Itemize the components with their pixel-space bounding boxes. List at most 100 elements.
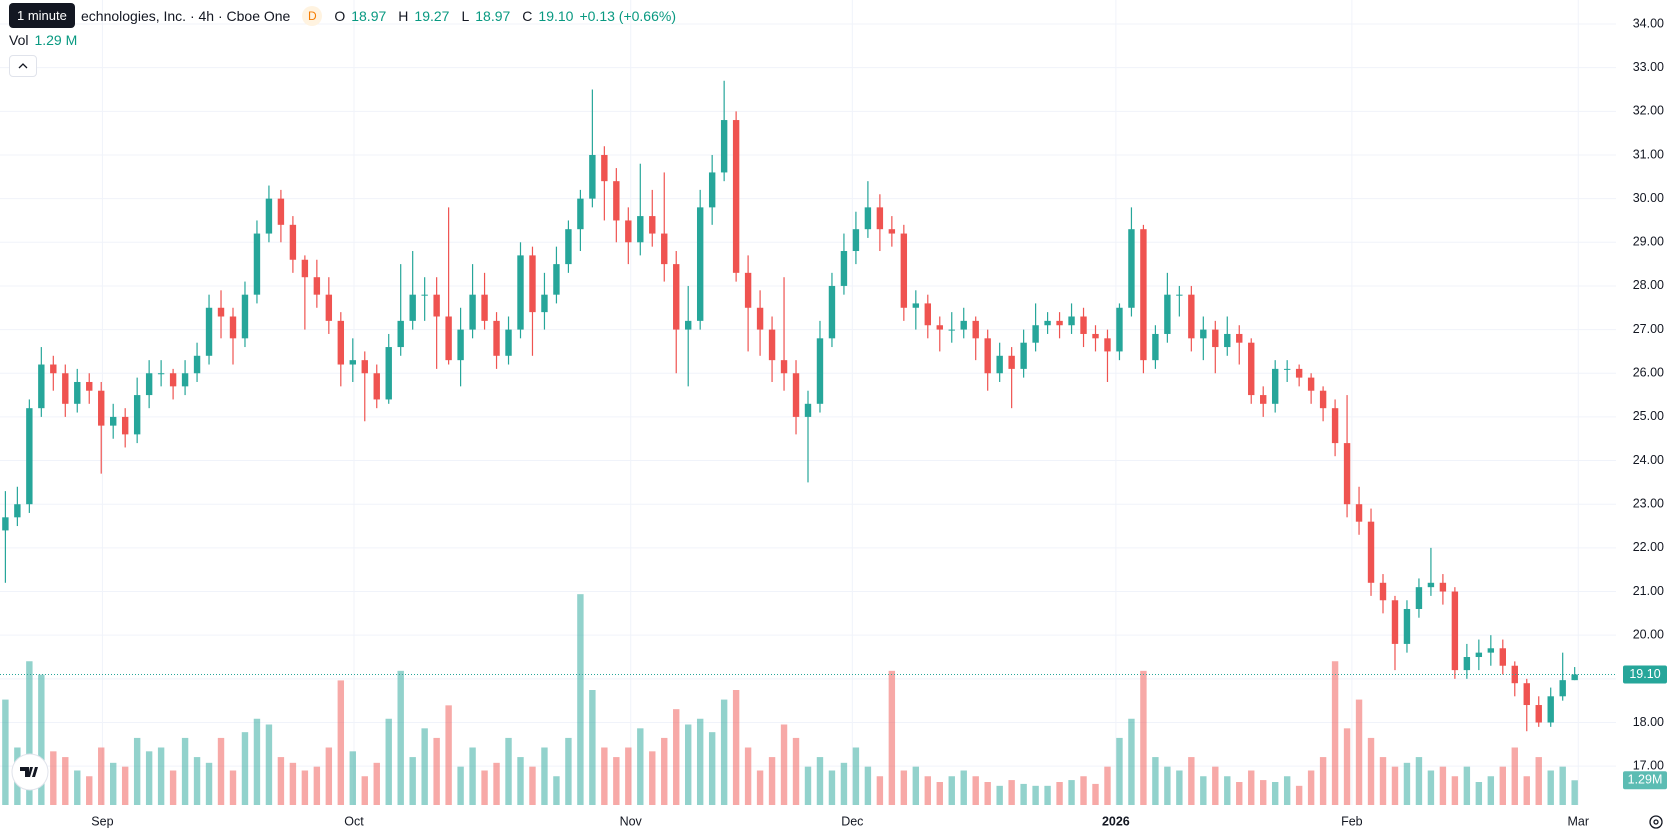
candle-body bbox=[517, 255, 524, 330]
candle-body bbox=[1487, 648, 1495, 653]
badge[interactable]: D bbox=[302, 6, 323, 26]
candle-body bbox=[421, 294, 428, 296]
candle-body bbox=[301, 259, 309, 278]
volume-bar bbox=[2, 699, 9, 805]
volume-bar bbox=[661, 737, 668, 805]
y-tick-label: 25.00 bbox=[1633, 409, 1664, 423]
candle-body bbox=[505, 329, 512, 356]
candle-body bbox=[1152, 333, 1159, 361]
volume-bar bbox=[1343, 728, 1351, 805]
volume-bar bbox=[1499, 766, 1506, 805]
candle-body bbox=[1523, 683, 1530, 706]
volume-tag-label: 1.29M bbox=[1628, 773, 1663, 787]
volume-bar bbox=[50, 751, 57, 805]
candle-body bbox=[1343, 443, 1351, 505]
volume-bar bbox=[1020, 783, 1027, 805]
candle-body bbox=[1451, 591, 1459, 671]
volume-bar bbox=[529, 766, 536, 805]
candle-body bbox=[1319, 390, 1327, 409]
volume-bar bbox=[1128, 718, 1135, 805]
candle-body bbox=[756, 307, 764, 330]
candle-body bbox=[98, 390, 105, 426]
volume-bar bbox=[1092, 783, 1099, 805]
candle-body bbox=[1176, 294, 1183, 296]
open-key: O bbox=[334, 8, 346, 24]
candle-body bbox=[1116, 307, 1123, 352]
volume-bar bbox=[1319, 757, 1327, 805]
candle-body bbox=[349, 360, 356, 365]
x-tick-label: Mar bbox=[1567, 814, 1589, 828]
candle-body bbox=[193, 355, 201, 374]
candle-body bbox=[912, 303, 920, 308]
volume-bar bbox=[984, 782, 991, 805]
candle-body bbox=[828, 285, 836, 339]
candle-body bbox=[1128, 229, 1135, 308]
volume-bar bbox=[205, 762, 213, 805]
candle-body bbox=[181, 373, 189, 387]
volume-bar bbox=[960, 770, 967, 805]
candle-body bbox=[493, 320, 500, 356]
candle-body bbox=[732, 120, 740, 273]
candle-body bbox=[816, 338, 824, 404]
candle-body bbox=[960, 320, 967, 330]
volume-bar bbox=[217, 737, 225, 805]
volume-bar bbox=[1188, 757, 1195, 805]
logo[interactable] bbox=[8, 750, 68, 810]
y-tick-label: 27.00 bbox=[1633, 322, 1664, 336]
volume-bar bbox=[1116, 737, 1123, 805]
candle-body bbox=[1092, 333, 1099, 339]
volume-bar bbox=[1224, 776, 1231, 805]
collapse-icon bbox=[18, 63, 28, 69]
volume-tag bbox=[1623, 771, 1667, 790]
candle-body bbox=[1379, 582, 1387, 601]
x-tick-label: Oct bbox=[344, 814, 364, 828]
candle-body bbox=[397, 320, 404, 348]
volume-bar bbox=[313, 766, 321, 805]
volume-bars bbox=[2, 594, 1578, 805]
candle-body bbox=[50, 364, 57, 374]
candle-body bbox=[385, 347, 392, 400]
volume-bar bbox=[553, 776, 560, 805]
y-tick-label: 18.00 bbox=[1633, 715, 1664, 729]
candle-body bbox=[433, 294, 440, 317]
volume-bar bbox=[625, 747, 632, 805]
candle-body bbox=[265, 198, 273, 234]
low-value: 18.97 bbox=[475, 8, 511, 24]
volume-bar bbox=[565, 737, 572, 805]
candle-body bbox=[157, 373, 165, 375]
price-tag bbox=[1623, 665, 1667, 684]
volume-bar bbox=[948, 776, 955, 805]
candles bbox=[2, 80, 1578, 732]
candle-body bbox=[1547, 696, 1554, 723]
candle-body bbox=[1391, 600, 1399, 644]
candle-body bbox=[361, 360, 368, 374]
volume-bar bbox=[74, 770, 81, 805]
volume-bar bbox=[1152, 757, 1159, 805]
candle-body bbox=[1044, 320, 1051, 326]
candle-body bbox=[948, 329, 955, 331]
candle-body bbox=[133, 395, 141, 435]
volume-bar bbox=[1200, 776, 1207, 805]
candle-body bbox=[1307, 377, 1315, 391]
candle-body bbox=[1068, 316, 1075, 326]
candle-body bbox=[1535, 705, 1542, 723]
settings-icon[interactable] bbox=[1644, 810, 1668, 834]
volume-bar bbox=[457, 766, 464, 805]
volume-bar bbox=[337, 680, 345, 805]
volume-bar bbox=[685, 724, 692, 805]
volume-bar bbox=[1439, 766, 1447, 805]
volume-bar bbox=[1427, 770, 1435, 805]
volume-bar bbox=[253, 718, 261, 805]
volume-bar bbox=[1451, 776, 1459, 805]
close-key: C bbox=[522, 8, 533, 24]
collapse-button[interactable] bbox=[9, 55, 37, 77]
volume-bar bbox=[289, 762, 297, 805]
volume-bar bbox=[696, 718, 704, 805]
x-tick-label: Sep bbox=[91, 814, 113, 828]
tooltip: 1 minute bbox=[9, 3, 75, 28]
volume-bar bbox=[816, 757, 824, 805]
volume-bar bbox=[1331, 661, 1339, 805]
price-tag-label: 19.10 bbox=[1629, 667, 1660, 681]
volume-bar bbox=[912, 766, 920, 805]
